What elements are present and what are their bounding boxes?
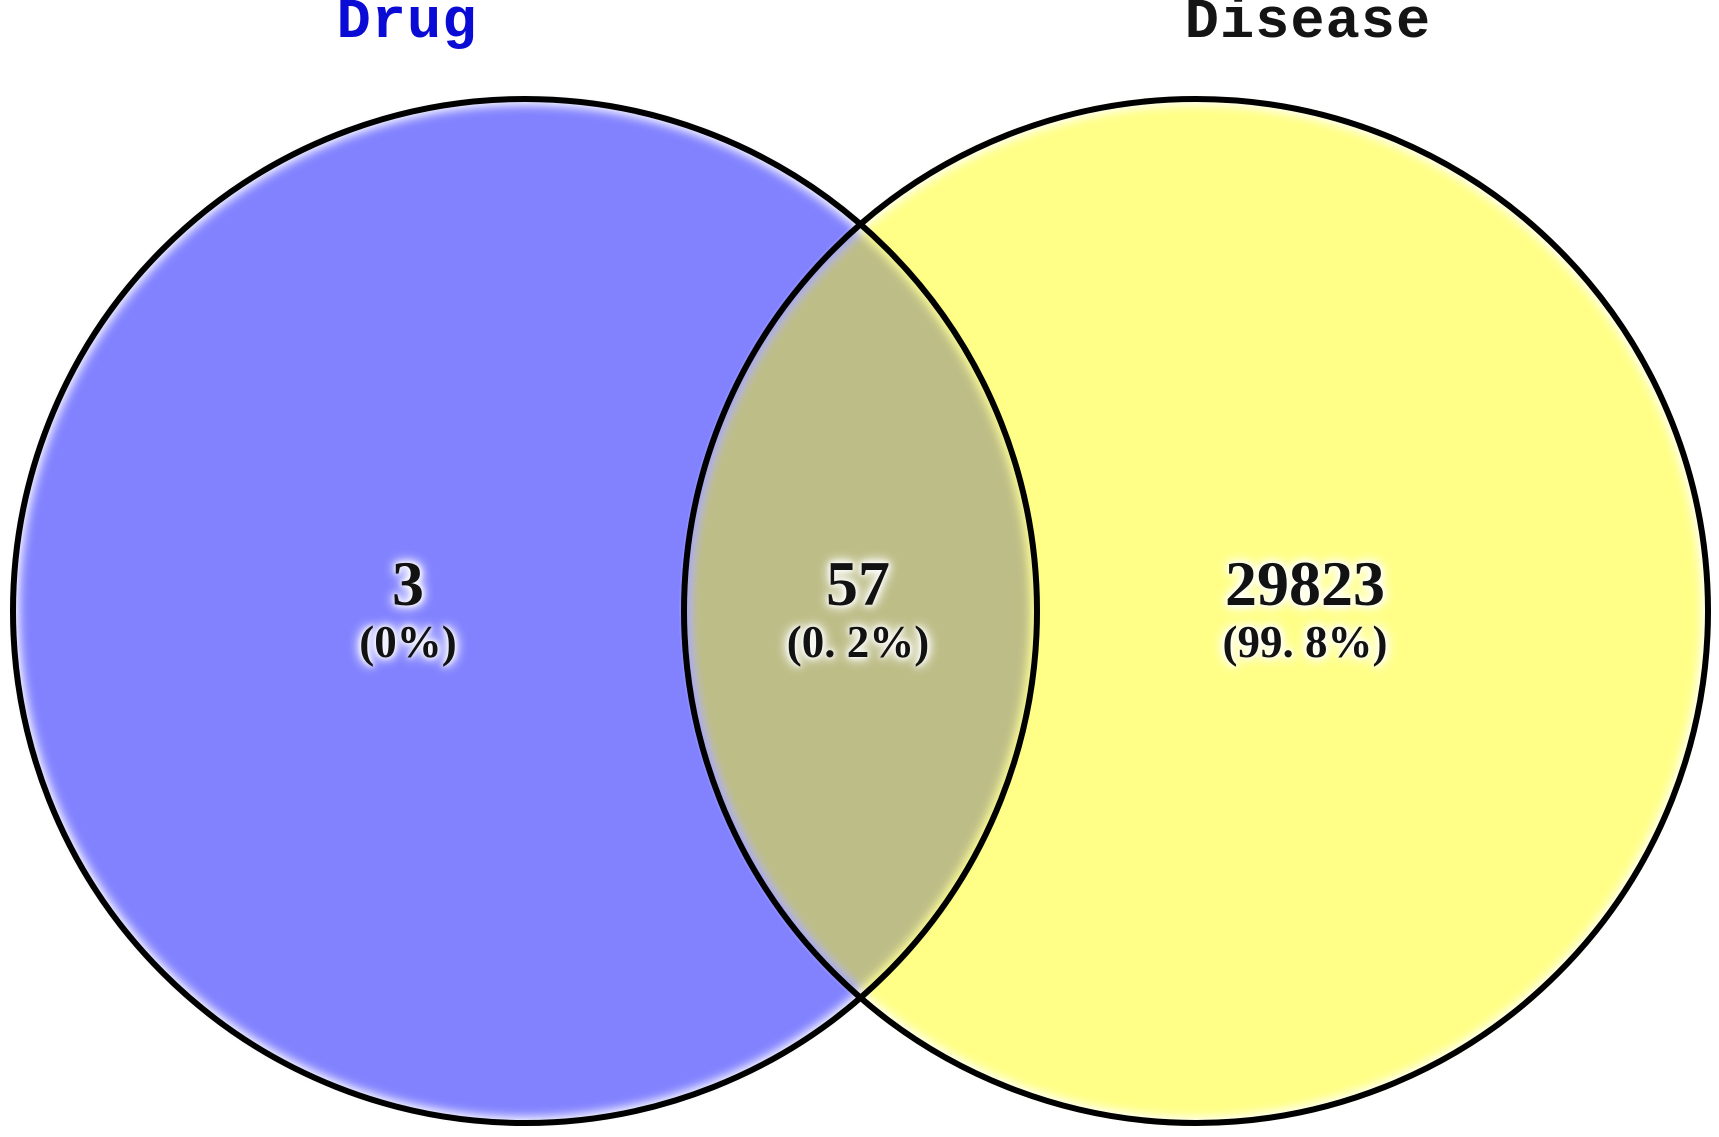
drug-only-percent: (0%) xyxy=(359,617,457,667)
set-label-disease: Disease xyxy=(1184,0,1432,55)
region-overlap: 57 (0. 2%) xyxy=(786,548,930,669)
region-disease-only: 29823 (99. 8%) xyxy=(1222,548,1388,669)
disease-circle-fill xyxy=(690,105,1702,1117)
drug-only-count: 3 xyxy=(391,548,424,619)
region-drug-only: 3 (0%) xyxy=(359,548,457,669)
drug-circle-outline xyxy=(10,96,1040,1126)
set-label-drug: Drug xyxy=(336,0,478,55)
disease-only-count: 29823 xyxy=(1224,548,1385,619)
overlap-count: 57 xyxy=(825,548,890,619)
disease-only-percent: (99. 8%) xyxy=(1222,617,1388,667)
disease-circle-outline xyxy=(681,96,1711,1126)
overlap-percent: (0. 2%) xyxy=(786,617,930,667)
